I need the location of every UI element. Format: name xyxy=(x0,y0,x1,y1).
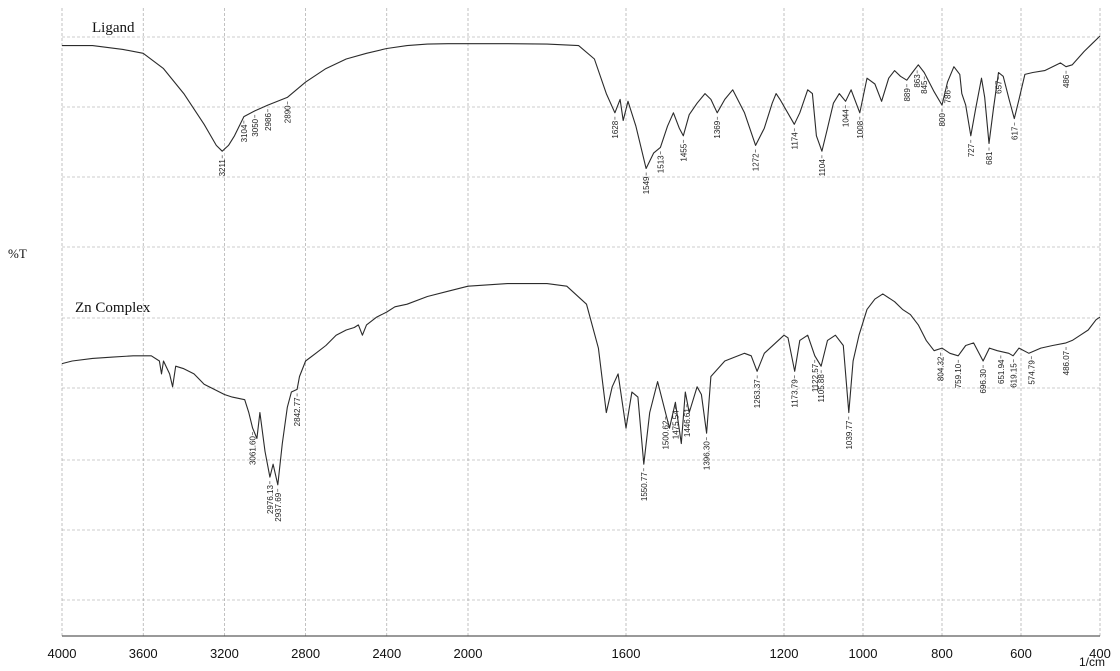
x-tick-label: 2000 xyxy=(454,646,483,661)
peak-label: 3050 xyxy=(251,118,260,136)
peak-label: 1549 xyxy=(642,176,651,194)
peak-label: 486 xyxy=(1062,74,1071,88)
x-tick-label: 3200 xyxy=(210,646,239,661)
peak-label: 800 xyxy=(938,113,947,127)
peak-label: 1105.88 xyxy=(817,374,826,403)
peak-label: 3061.60 xyxy=(249,436,258,465)
peak-label: 1550.77 xyxy=(640,472,649,501)
peak-label: 889 xyxy=(903,88,912,102)
x-tick-label: 4000 xyxy=(48,646,77,661)
peak-label: 1455 xyxy=(679,143,688,161)
series-label-zn-complex: Zn Complex xyxy=(75,300,151,316)
peak-label: 657 xyxy=(995,80,1004,94)
x-tick-label: 3600 xyxy=(129,646,158,661)
peak-label: 2986 xyxy=(264,113,273,131)
peak-label: 617 xyxy=(1010,126,1019,140)
peak-label: 1628 xyxy=(611,120,620,138)
peak-label: 1104 xyxy=(818,159,827,177)
peak-label: 845 xyxy=(920,80,929,94)
peak-label: 2842.77 xyxy=(293,397,302,426)
x-axis-unit: 1/cm xyxy=(1079,655,1105,669)
series-label-ligand: Ligand xyxy=(92,20,135,36)
peak-label: 574.79 xyxy=(1027,360,1036,385)
x-tick-labels: 4000 3600 3200 2800 2400 2000 1600 1200 1000 800 6… xyxy=(48,646,1111,661)
peak-label: 486.07 xyxy=(1062,350,1071,375)
x-tick-label: 1000 xyxy=(849,646,878,661)
peak-label: 2937.69 xyxy=(274,492,283,521)
peak-label: 2976.13 xyxy=(266,485,275,514)
peak-label: 1044 xyxy=(842,109,851,127)
peak-label: 1122.57 xyxy=(811,363,820,392)
x-tick-label: 1200 xyxy=(770,646,799,661)
series-lines xyxy=(61,35,1101,486)
x-tick-label: 2400 xyxy=(372,646,401,661)
peak-label: 681 xyxy=(985,151,994,165)
peak-label: 759.10 xyxy=(954,363,963,388)
peak-label: 696.30 xyxy=(979,368,988,393)
peak-label: 619.15 xyxy=(1010,363,1019,388)
peak-label: 1369 xyxy=(713,120,722,138)
peak-label: 651.94 xyxy=(997,359,1006,384)
peak-label: 1272 xyxy=(752,153,761,171)
peak-label: 2890 xyxy=(283,105,292,123)
peak-label: 1174 xyxy=(790,132,799,150)
peak-label: 1475.54 xyxy=(671,410,680,439)
peak-label: 3104 xyxy=(240,124,249,142)
peak-label: 1500.62 xyxy=(662,420,671,449)
x-tick-label: 600 xyxy=(1010,646,1032,661)
x-tick-label: 400 xyxy=(1089,646,1111,661)
x-tick-label: 2800 xyxy=(291,646,320,661)
peak-label: 1263.37 xyxy=(753,379,762,408)
peak-label: 1039.77 xyxy=(845,420,854,449)
peak-label: 786 xyxy=(944,90,953,104)
series-line-zn-complex xyxy=(61,283,1101,486)
peak-label: 804.32 xyxy=(936,356,945,381)
peak-labels: 3211 3104 3050 2986 2890 1628 1549 1513 1455 1369… xyxy=(218,70,1071,522)
peak-label: 3211 xyxy=(218,159,227,177)
grid xyxy=(61,8,1101,637)
series-line-ligand xyxy=(62,35,1101,170)
peak-label: 1008 xyxy=(856,120,865,138)
y-axis-label: %T xyxy=(8,246,27,261)
x-tick-label: 1600 xyxy=(612,646,641,661)
x-tick-label: 800 xyxy=(931,646,953,661)
peak-label: 1513 xyxy=(656,155,665,173)
peak-label: 1173.79 xyxy=(791,379,800,408)
peak-label: 1396.30 xyxy=(703,441,712,470)
peak-label: 727 xyxy=(967,143,976,157)
peak-label: 863 xyxy=(913,74,922,88)
peak-label: 1446.61 xyxy=(683,408,692,437)
